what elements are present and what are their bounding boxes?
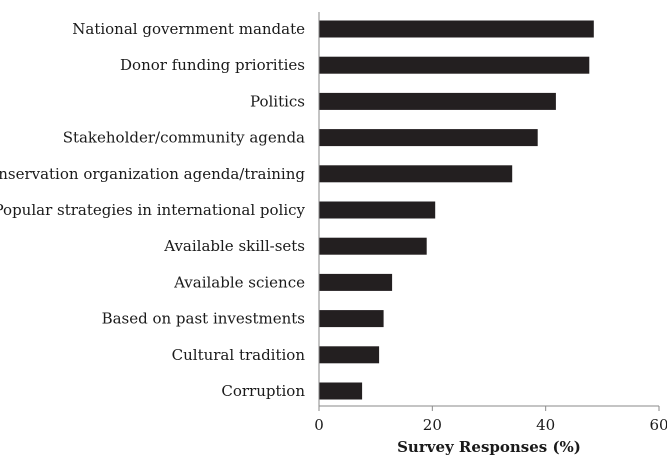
x-ticks-group: 0 20 40 60 (314, 406, 667, 434)
category-label-5: Popular strategies in international poli… (0, 201, 306, 219)
category-label-4: Conservation organization agenda/trainin… (0, 165, 305, 183)
x-tick-label-2: 40 (536, 416, 555, 434)
bar-6 (319, 237, 427, 255)
category-label-3: Stakeholder/community agenda (63, 129, 305, 147)
category-label-2: Politics (250, 92, 305, 110)
category-label-9: Cultural tradition (172, 346, 306, 364)
category-label-1: Donor funding priorities (120, 56, 305, 74)
bar-7 (319, 273, 393, 291)
category-label-6: Available skill-sets (163, 237, 305, 255)
bar-3 (319, 129, 538, 147)
bar-4 (319, 165, 513, 183)
x-tick-label-3: 60 (649, 416, 667, 434)
category-label-10: Corruption (221, 382, 305, 400)
bar-10 (319, 382, 363, 400)
x-tick-label-1: 20 (423, 416, 442, 434)
x-tick-label-0: 0 (314, 416, 324, 434)
bar-1 (319, 56, 590, 74)
bars-group (319, 20, 594, 400)
bar-2 (319, 92, 556, 110)
category-label-8: Based on past investments (102, 310, 305, 328)
category-label-0: National government mandate (72, 20, 305, 38)
category-label-7: Available science (173, 273, 305, 291)
bar-5 (319, 201, 436, 219)
bar-9 (319, 346, 380, 364)
bar-8 (319, 310, 384, 328)
category-labels-group: National government mandate Donor funding… (0, 20, 306, 400)
bar-0 (319, 20, 594, 38)
x-axis-title: Survey Responses (%) (397, 438, 581, 456)
